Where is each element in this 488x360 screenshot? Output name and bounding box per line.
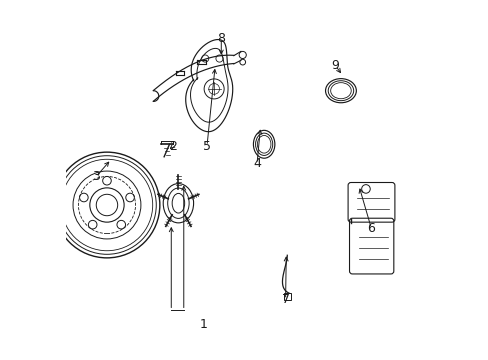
Text: 4: 4 bbox=[253, 157, 261, 170]
Text: 1: 1 bbox=[199, 318, 207, 331]
Text: 3: 3 bbox=[92, 170, 100, 183]
Text: 8: 8 bbox=[217, 32, 225, 45]
Text: 5: 5 bbox=[203, 140, 210, 153]
Bar bbox=[283, 293, 290, 300]
Text: 6: 6 bbox=[366, 222, 374, 235]
Text: 9: 9 bbox=[331, 59, 339, 72]
Text: 2: 2 bbox=[169, 140, 177, 153]
Text: 7: 7 bbox=[281, 293, 289, 306]
